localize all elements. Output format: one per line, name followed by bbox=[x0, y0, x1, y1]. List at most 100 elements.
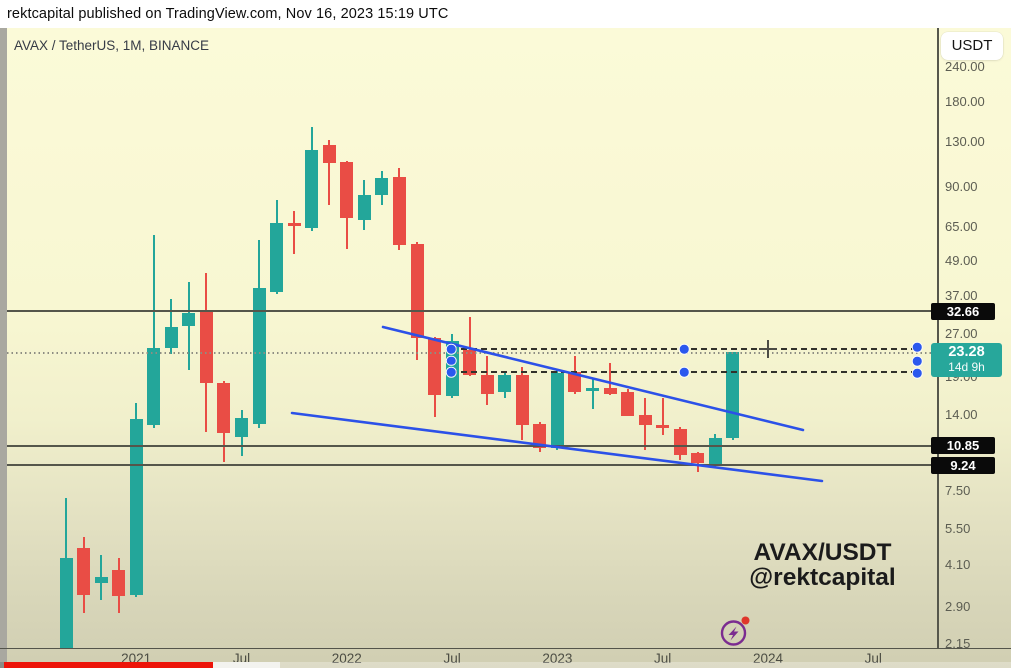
red-dot bbox=[741, 616, 750, 625]
progress-played bbox=[4, 662, 213, 668]
current-price-label: 23.28 14d 9h bbox=[931, 342, 1002, 377]
lightning-logo-icon bbox=[720, 616, 750, 646]
candle-body bbox=[550, 372, 564, 449]
price-axis[interactable]: 240.00 180.00 130.00 90.00 65.00 49.00 37.00 27… bbox=[938, 28, 1011, 651]
drawing-handle[interactable] bbox=[678, 343, 690, 355]
candle-body bbox=[77, 548, 91, 595]
candle-wick bbox=[152, 234, 155, 428]
price-tick: 2.15 bbox=[945, 635, 971, 651]
candle-body bbox=[147, 348, 161, 425]
candle-body bbox=[217, 383, 231, 434]
price-label-resistance: 32.66 bbox=[931, 302, 995, 320]
candle-body bbox=[357, 194, 371, 220]
candle-body bbox=[586, 388, 599, 391]
drawing-handle[interactable] bbox=[445, 355, 457, 366]
time-tick[interactable]: 2024 bbox=[752, 651, 784, 666]
candle-body bbox=[498, 374, 512, 393]
crosshair-cursor bbox=[759, 340, 777, 358]
drawing-handle[interactable] bbox=[445, 343, 457, 355]
time-tick[interactable]: 2023 bbox=[542, 651, 573, 666]
candle-wick bbox=[328, 140, 331, 206]
time-tick[interactable]: 2022 bbox=[331, 651, 362, 666]
price-tick: 65.00 bbox=[945, 218, 978, 234]
candle-body bbox=[392, 176, 406, 246]
drawing-handle[interactable] bbox=[678, 366, 690, 378]
publish-info-text: rektcapital published on TradingView.com… bbox=[7, 6, 449, 22]
price-tick: 5.50 bbox=[945, 520, 971, 536]
candle-body bbox=[621, 391, 635, 416]
candle-body bbox=[515, 374, 529, 426]
candle-body bbox=[252, 288, 266, 425]
candle-body bbox=[726, 352, 740, 439]
candle-wick bbox=[293, 211, 296, 254]
candle-body bbox=[199, 310, 213, 384]
current-price-line bbox=[7, 352, 937, 354]
candle-body bbox=[322, 145, 336, 163]
candle-body bbox=[656, 424, 670, 429]
candle-body bbox=[410, 244, 424, 338]
candle-body bbox=[568, 372, 582, 393]
candle-wick bbox=[661, 398, 664, 436]
price-label-support-upper: 10.85 bbox=[931, 437, 995, 455]
watermark-handle: @rektcapital bbox=[749, 564, 896, 591]
time-tick[interactable]: Jul bbox=[864, 651, 882, 666]
candle-body bbox=[182, 313, 196, 327]
candle-body bbox=[270, 223, 284, 293]
progress-remaining bbox=[280, 662, 1011, 668]
candle-body bbox=[164, 327, 178, 349]
chart-legend-title[interactable]: AVAX / TetherUS, 1M, BINANCE bbox=[14, 38, 210, 53]
left-edge-strip bbox=[0, 28, 7, 662]
candle-body bbox=[340, 162, 354, 219]
price-tick: 130.00 bbox=[945, 134, 985, 149]
horizontal-level-line[interactable] bbox=[7, 444, 937, 447]
price-axis-border bbox=[937, 28, 939, 648]
progress-corner bbox=[0, 662, 4, 668]
candle-body bbox=[673, 428, 687, 456]
candle-body bbox=[305, 150, 319, 228]
drawing-handle[interactable] bbox=[911, 367, 923, 379]
chart-pane[interactable]: AVAX / TetherUS, 1M, BINANCE AVAX/USDT @… bbox=[0, 28, 937, 648]
candle-body bbox=[708, 438, 722, 466]
currency-toggle-button[interactable]: USDT bbox=[941, 32, 1003, 60]
bar-countdown: 14d 9h bbox=[948, 359, 985, 374]
price-tick: 2.90 bbox=[945, 599, 971, 615]
watermark: AVAX/USDT @rektcapital bbox=[700, 540, 937, 590]
horizontal-level-line[interactable] bbox=[7, 310, 937, 312]
candle-body bbox=[691, 453, 705, 463]
candle-wick bbox=[591, 378, 594, 410]
time-tick[interactable]: Jul bbox=[654, 651, 672, 666]
price-tick: 14.00 bbox=[945, 406, 978, 422]
candle-body bbox=[287, 223, 301, 227]
candle-body bbox=[603, 388, 617, 394]
price-label-support-lower: 9.24 bbox=[931, 456, 995, 474]
watermark-pair: AVAX/USDT bbox=[753, 539, 892, 566]
time-tick[interactable]: Jul bbox=[443, 651, 461, 666]
drawing-handle[interactable] bbox=[445, 366, 457, 378]
candle-body bbox=[129, 419, 143, 596]
price-tick: 49.00 bbox=[945, 253, 978, 269]
price-tick: 240.00 bbox=[945, 59, 985, 74]
current-price-value: 23.28 bbox=[948, 343, 985, 360]
price-tick: 27.00 bbox=[945, 326, 978, 342]
price-tick: 180.00 bbox=[945, 94, 985, 110]
drawing-handle[interactable] bbox=[911, 341, 923, 353]
candle-body bbox=[638, 414, 652, 426]
candle-wick bbox=[170, 299, 173, 354]
drawing-handle[interactable] bbox=[911, 355, 923, 367]
price-tick: 4.10 bbox=[945, 556, 971, 572]
candle-body bbox=[480, 374, 494, 394]
candle-body bbox=[428, 337, 442, 396]
publish-info-bar: rektcapital published on TradingView.com… bbox=[0, 0, 1011, 28]
horizontal-level-line[interactable] bbox=[7, 464, 937, 467]
price-tick: 37.00 bbox=[945, 287, 978, 303]
candle-body bbox=[375, 177, 389, 195]
price-tick: 7.50 bbox=[945, 483, 971, 498]
video-progress-bar[interactable] bbox=[0, 662, 1011, 668]
candle-body bbox=[59, 558, 73, 648]
price-tick: 90.00 bbox=[945, 178, 978, 194]
progress-buffered bbox=[213, 662, 280, 668]
candle-body bbox=[235, 418, 248, 438]
time-axis[interactable]: 2021 Jul 2022 Jul 2023 Jul 2024 Jul bbox=[0, 648, 1011, 666]
candle-body bbox=[112, 569, 126, 596]
